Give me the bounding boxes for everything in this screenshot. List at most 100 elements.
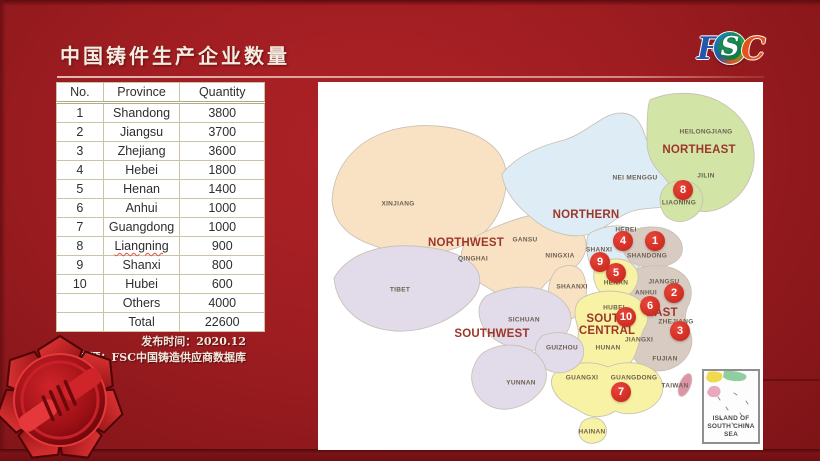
cell-quantity: 3700 <box>179 122 265 142</box>
publish-date-line: 发布时间：2020.12 <box>141 335 246 348</box>
table-row: 10 Hubei 600 <box>56 274 265 294</box>
cell-no: 3 <box>56 141 104 161</box>
cell-province: Hebei <box>102 160 181 180</box>
emblem-disc <box>13 353 107 447</box>
cell-no: 8 <box>56 236 104 256</box>
province-label-guangdong: GUANGDONG <box>610 374 658 382</box>
cell-quantity: 3600 <box>179 141 265 161</box>
province-label-tibet: TIBET <box>389 286 411 294</box>
handshake-gear-emblem <box>0 335 129 461</box>
map-marker-5: 5 <box>606 263 626 283</box>
table-row: 6 Anhui 1000 <box>56 198 265 218</box>
cell-province: Guangdong <box>102 217 181 237</box>
cell-quantity: 1800 <box>179 160 265 180</box>
cell-quantity: 3800 <box>179 102 265 123</box>
cell-no: 10 <box>56 274 104 294</box>
province-label-sichuan: SICHUAN <box>508 316 540 324</box>
cell-province: Others <box>102 293 181 313</box>
fsc-letter-c: C <box>741 31 766 67</box>
cell-province: Total <box>102 312 181 332</box>
province-label-hainan: HAINAN <box>578 428 606 436</box>
table-row: 7 Guangdong 1000 <box>56 217 265 237</box>
province-label-hunan: HUNAN <box>595 344 621 352</box>
left-edge-shading <box>0 0 6 461</box>
cell-no: 7 <box>56 217 104 237</box>
china-map-shapes <box>331 92 755 444</box>
province-label-guangxi: GUANGXI <box>565 374 599 382</box>
cell-quantity: 600 <box>179 274 265 294</box>
province-label-ningxia: NINGXIA <box>545 252 575 260</box>
province-label-jiangxi: JIANGXI <box>624 336 654 344</box>
region-shape-tibet <box>333 245 481 332</box>
top-edge-shading <box>0 0 820 6</box>
map-marker-3: 3 <box>670 321 690 341</box>
inset-label-line2: SOUTH CHINA SEA <box>707 423 755 438</box>
cell-province: Anhui <box>102 198 181 218</box>
inset-label-line1: ISLAND OF <box>712 415 750 422</box>
province-label-nei-menggu: NEI MENGGU <box>612 174 658 182</box>
map-marker-4: 4 <box>613 231 633 251</box>
inset-label: ISLAND OF SOUTH CHINA SEA <box>704 415 758 439</box>
map-marker-2: 2 <box>664 283 684 303</box>
province-label-shanxi: SHANXI <box>585 246 613 254</box>
cell-no: 5 <box>56 179 104 199</box>
province-quantity-table: No. Province Quantity 1 Shandong 3800 2 Jia… <box>56 82 265 332</box>
map-marker-1: 1 <box>645 231 665 251</box>
title-underline <box>57 76 764 78</box>
cell-quantity: 900 <box>179 236 265 256</box>
table-row: 8 Liangning 900 <box>56 236 265 256</box>
col-header-province: Province <box>102 82 181 104</box>
page-title: 中国铸件生产企业数量 <box>60 44 290 68</box>
region-shape-guangxi-guangdong <box>551 362 664 418</box>
cell-no: 2 <box>56 122 104 142</box>
province-label-yunnan: YUNNAN <box>506 379 536 387</box>
cell-province: Henan <box>102 179 181 199</box>
fsc-logo: F S C <box>697 30 769 70</box>
cell-no: 9 <box>56 255 104 275</box>
table-header-row: No. Province Quantity <box>56 82 265 104</box>
map-marker-7: 7 <box>611 382 631 402</box>
emblem-ring <box>20 360 100 440</box>
region-shape-hainan <box>578 417 607 444</box>
table-row: 5 Henan 1400 <box>56 179 265 199</box>
cell-quantity: 800 <box>179 255 265 275</box>
cell-quantity: 22600 <box>179 312 265 332</box>
china-map: XINJIANG TIBET QINGHAI GANSU NINGXIA NEI… <box>318 82 763 450</box>
region-label-northwest: NORTHWEST <box>428 237 504 249</box>
province-label-liaoning: LIAONING <box>661 199 697 207</box>
table-row: 3 Zhejiang 3600 <box>56 141 265 161</box>
province-label-fujian: FUJIAN <box>652 355 678 363</box>
province-label-henan: HENAN <box>603 279 629 287</box>
map-marker-6: 6 <box>640 296 660 316</box>
region-shape-taiwan <box>677 373 693 397</box>
cell-quantity: 4000 <box>179 293 265 313</box>
cell-quantity: 1000 <box>179 198 265 218</box>
province-label-xinjiang: XINJIANG <box>381 200 415 208</box>
province-label-hebei: HEBEI <box>615 226 637 234</box>
cell-province: Hubei <box>102 274 181 294</box>
col-header-quantity: Quantity <box>179 82 265 104</box>
province-label-shandong: SHANDONG <box>626 252 668 260</box>
region-label-northern: NORTHERN <box>552 209 620 221</box>
map-marker-8: 8 <box>673 180 693 200</box>
cell-province: Shandong <box>102 102 181 123</box>
cell-quantity: 1000 <box>179 217 265 237</box>
province-label-heilongjiang: HEILONGJIANG <box>679 128 733 136</box>
province-label-shaanxi: SHAANXI <box>556 283 588 291</box>
table-row: 4 Hebei 1800 <box>56 160 265 180</box>
province-label-jiangsu: JIANGSU <box>648 278 680 286</box>
fsc-globe-icon: S <box>713 31 747 65</box>
cell-no: 6 <box>56 198 104 218</box>
south-china-sea-inset: ISLAND OF SOUTH CHINA SEA <box>702 369 760 444</box>
province-label-taiwan: TAIWAN <box>661 382 689 390</box>
bottom-edge-strip <box>0 449 820 461</box>
province-label-gansu: GANSU <box>512 236 538 244</box>
cell-no: 1 <box>56 102 104 123</box>
cell-province: Shanxi <box>102 255 181 275</box>
right-crease-line <box>760 379 820 381</box>
cell-no: 4 <box>56 160 104 180</box>
source-notes: 发布时间：2020.12 数据来源：FSC中国铸造供应商数据库 <box>56 334 246 366</box>
region-label-northeast: NORTHEAST <box>662 144 736 156</box>
table-row-others: Others 4000 <box>56 293 265 313</box>
region-label-southwest: SOUTHWEST <box>454 328 530 340</box>
